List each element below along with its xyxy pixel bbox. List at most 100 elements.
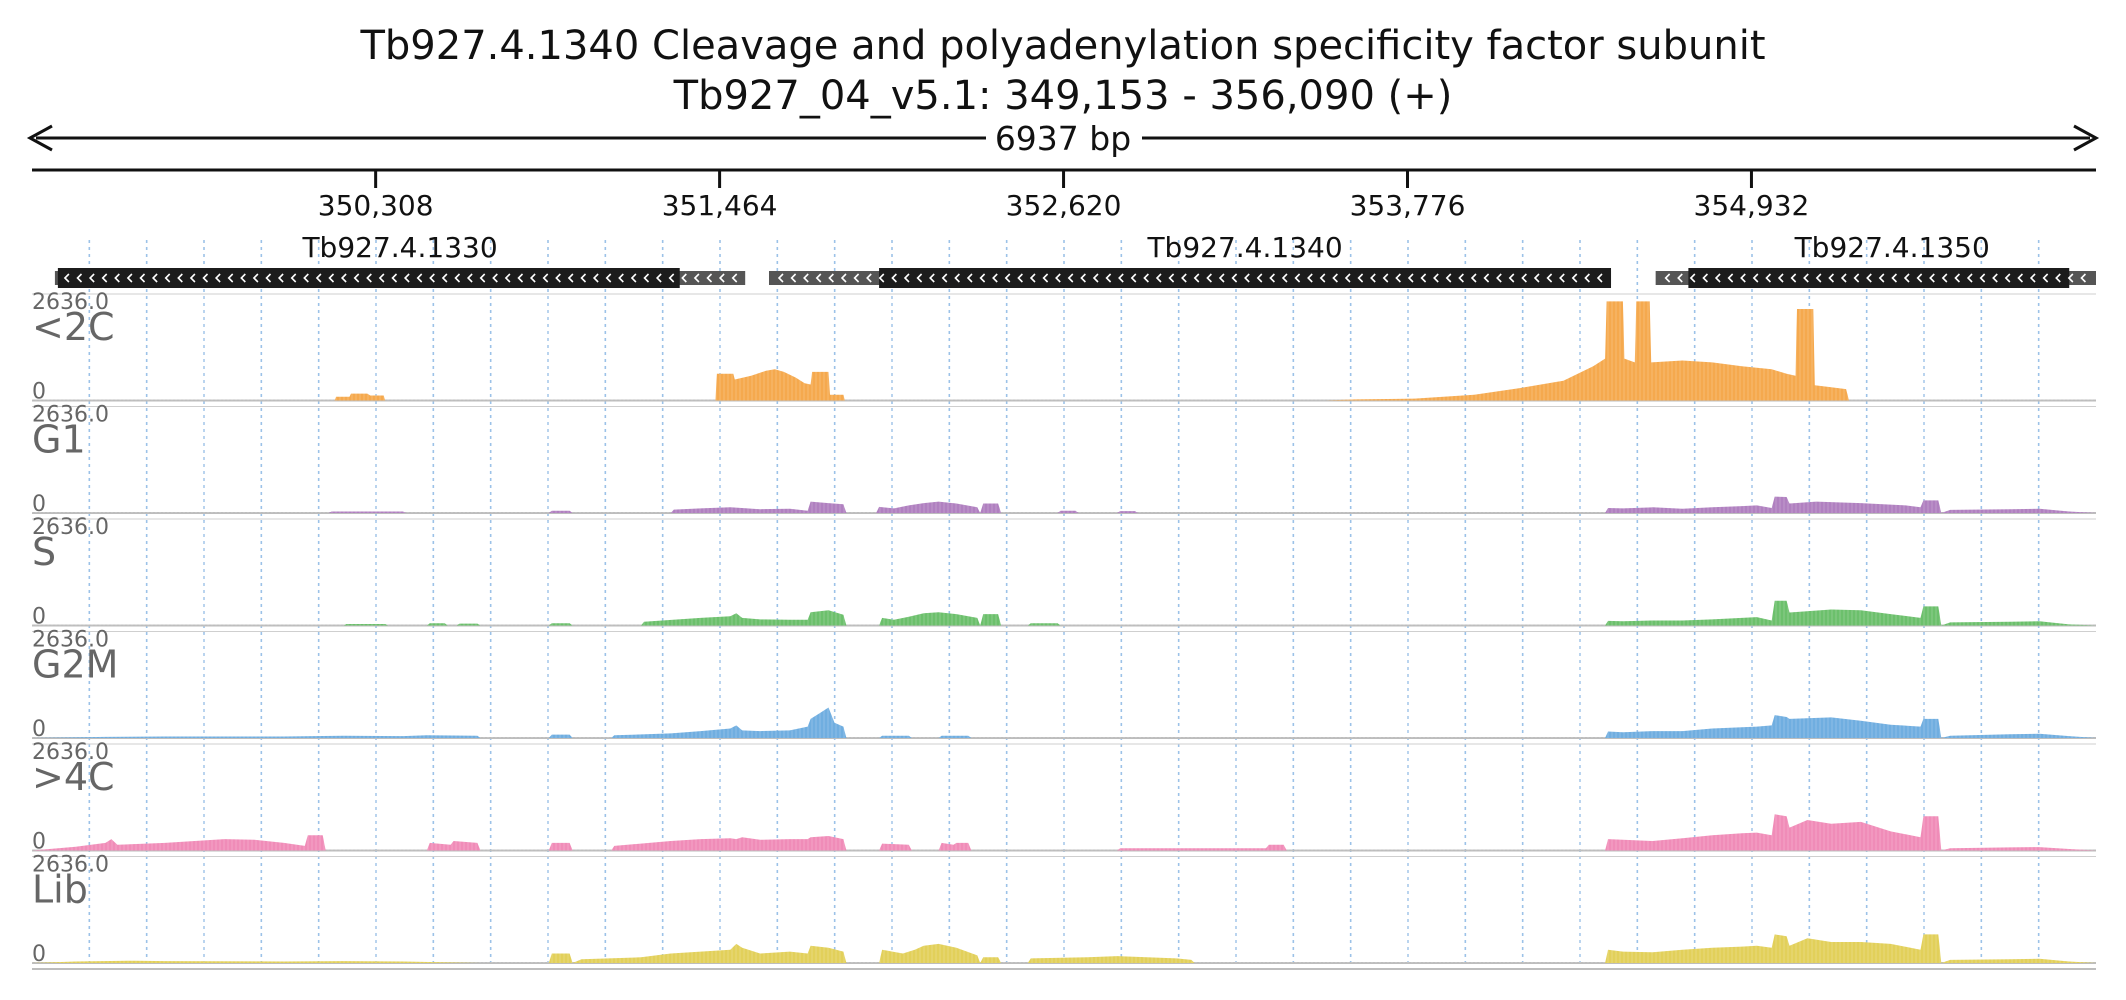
strand-chevron-icon [177, 273, 183, 283]
strand-chevron-icon [265, 273, 272, 283]
track-name: Lib [32, 868, 88, 912]
strand-chevron-icon [1689, 273, 1696, 283]
track-name: S [32, 530, 56, 574]
strand-chevron-icon [1521, 273, 1527, 283]
strand-chevron-icon [227, 273, 234, 283]
strand-chevron-icon [76, 273, 83, 283]
coverage-area [32, 934, 2096, 963]
track-name: >4C [32, 755, 115, 799]
coverage-area [32, 496, 2096, 513]
strand-chevron-icon [1765, 273, 1772, 283]
strand-chevron-icon [1218, 273, 1225, 283]
strand-chevron-icon [1105, 273, 1112, 283]
strand-chevron-icon [979, 273, 986, 283]
strand-chevron-icon [1344, 273, 1351, 283]
strand-chevron-icon [441, 273, 448, 283]
track-name: <2C [32, 305, 115, 349]
gene-cds [57, 268, 680, 288]
strand-chevron-icon [1533, 273, 1540, 283]
strand-chevron-icon [1483, 273, 1490, 283]
figure-title: Tb927.4.1340 Cleavage and polyadenylatio… [360, 23, 1766, 69]
strand-chevron-icon [466, 273, 473, 283]
strand-chevron-icon [681, 273, 687, 283]
strand-chevron-icon [655, 273, 662, 283]
length-label: 6937 bp [995, 119, 1131, 158]
strand-chevron-icon [1193, 273, 1200, 283]
strand-chevron-icon [479, 273, 486, 283]
coverage-area [32, 301, 2096, 401]
strand-chevron-icon [542, 273, 549, 283]
strand-chevron-icon [1571, 273, 1578, 283]
strand-chevron-icon [1508, 273, 1515, 283]
strand-chevron-icon [403, 273, 410, 283]
track-ymax-label: 2636.0 [32, 403, 109, 428]
strand-chevron-icon [1727, 273, 1734, 283]
track-name: G1 [32, 418, 86, 462]
strand-chevron-icon [1042, 273, 1049, 283]
strand-chevron-icon [1332, 273, 1338, 283]
axis-tick-label: 354,932 [1694, 189, 1810, 222]
strand-chevron-icon [706, 273, 713, 283]
strand-chevron-icon [328, 273, 335, 283]
coverage-track: 2636.0<2C 0 [31, 290, 2096, 405]
coverage-area [32, 707, 2096, 738]
strand-chevron-icon [429, 273, 435, 283]
strand-chevron-icon [2042, 273, 2049, 283]
strand-chevron-icon [878, 273, 885, 283]
gene-model: Tb927.4.1340 [768, 231, 1612, 288]
strand-chevron-icon [139, 273, 146, 283]
left-arrowhead-icon [26, 124, 53, 152]
strand-chevron-icon [391, 273, 398, 283]
strand-chevron-icon [790, 273, 797, 283]
strand-chevron-icon [353, 273, 360, 283]
strand-chevron-icon [340, 273, 347, 283]
axis-tick-label: 350,308 [318, 189, 434, 222]
strand-chevron-icon [492, 273, 498, 283]
strand-chevron-icon [2004, 273, 2011, 283]
gene-label: Tb927.4.1350 [1794, 231, 1990, 264]
strand-chevron-icon [643, 273, 650, 283]
strand-chevron-icon [366, 273, 372, 283]
strand-chevron-icon [1853, 273, 1860, 283]
coverage-track: 2636.0>4C 0 [31, 740, 2096, 855]
axis-tick-label: 353,776 [1350, 189, 1466, 222]
strand-chevron-icon [1357, 273, 1364, 283]
strand-chevron-icon [1181, 273, 1187, 283]
strand-chevron-icon [1067, 273, 1074, 283]
strand-chevron-icon [1307, 273, 1313, 283]
strand-chevron-icon [1155, 273, 1162, 283]
strand-chevron-icon [1891, 273, 1898, 283]
strand-chevron-icon [731, 273, 738, 283]
track-ymax-label: 2636.0 [32, 515, 109, 540]
strand-chevron-icon [1055, 273, 1061, 283]
strand-chevron-icon [1777, 273, 1784, 283]
strand-chevron-icon [416, 273, 423, 283]
strand-chevron-icon [1458, 273, 1464, 283]
strand-chevron-icon [1992, 273, 1998, 283]
strand-chevron-icon [1596, 273, 1603, 283]
strand-chevron-icon [517, 273, 524, 283]
track-ymax-label: 2636.0 [32, 853, 109, 878]
axis-tick-label: 351,464 [662, 189, 778, 222]
strand-chevron-icon [164, 273, 171, 283]
strand-chevron-icon [1903, 273, 1910, 283]
strand-chevron-icon [1092, 273, 1099, 283]
track-ymin-label: 0 [32, 380, 46, 405]
strand-chevron-icon [1029, 273, 1036, 283]
track-ymin-label: 0 [32, 492, 46, 517]
strand-chevron-icon [63, 273, 70, 283]
strand-chevron-icon [454, 273, 461, 283]
figure-subtitle: Tb927_04_v5.1: 349,153 - 356,090 (+) [673, 73, 1453, 119]
strand-chevron-icon [1702, 273, 1709, 283]
strand-chevron-icon [1206, 273, 1212, 283]
strand-chevron-icon [1080, 273, 1086, 283]
strand-chevron-icon [1966, 273, 1973, 283]
strand-chevron-icon [1496, 273, 1502, 283]
strand-chevron-icon [1407, 273, 1414, 283]
coverage-area [32, 600, 2096, 626]
track-ymin-label: 0 [32, 830, 46, 855]
strand-chevron-icon [1231, 273, 1238, 283]
